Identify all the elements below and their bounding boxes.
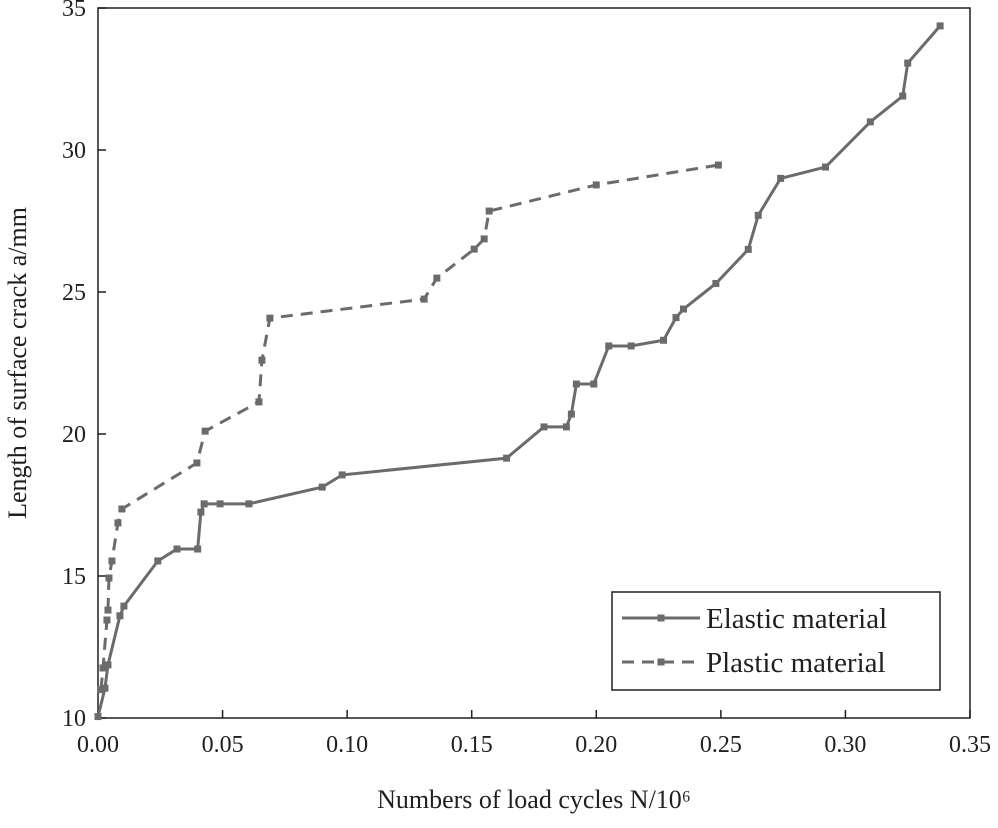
data-point	[173, 545, 181, 553]
data-point	[936, 22, 944, 30]
data-point	[104, 661, 112, 669]
data-point	[120, 602, 128, 610]
x-tick-label: 0.20	[575, 732, 617, 758]
data-point	[105, 574, 113, 582]
x-tick-label: 0.05	[202, 732, 244, 758]
data-point	[193, 459, 201, 467]
data-point	[245, 500, 253, 508]
data-point	[540, 423, 548, 431]
data-point	[116, 612, 124, 620]
x-tick-label: 0.15	[451, 732, 493, 758]
data-point	[567, 410, 575, 418]
y-tick-label: 10	[62, 706, 86, 732]
data-point	[866, 118, 874, 126]
data-point	[660, 336, 668, 344]
x-tick-label: 0.25	[700, 732, 742, 758]
data-point	[480, 235, 488, 243]
data-point	[712, 279, 720, 287]
data-point	[258, 356, 266, 364]
data-point	[118, 505, 126, 513]
plot-frame	[97, 7, 971, 719]
data-point	[754, 211, 762, 219]
data-point	[101, 684, 109, 692]
data-point	[103, 616, 111, 624]
data-point	[744, 245, 752, 253]
data-point	[114, 519, 122, 527]
data-point	[94, 713, 102, 721]
data-point	[420, 295, 428, 303]
data-point	[562, 423, 570, 431]
data-point	[672, 314, 680, 322]
data-point	[714, 161, 722, 169]
data-point	[904, 59, 912, 67]
data-point	[338, 471, 346, 479]
data-point	[572, 380, 580, 388]
x-tick-label: 0.00	[77, 732, 119, 758]
data-point	[216, 500, 224, 508]
data-point	[777, 174, 785, 182]
data-point	[197, 508, 205, 516]
data-point	[821, 163, 829, 171]
data-point	[470, 245, 478, 253]
y-tick-label: 30	[62, 138, 86, 164]
legend-marker	[657, 614, 665, 622]
data-point	[201, 427, 209, 435]
legend-box	[611, 591, 941, 691]
data-point	[433, 274, 441, 282]
x-axis-label: Numbers of load cycles N/10⁶	[377, 785, 691, 814]
data-point	[194, 545, 202, 553]
y-axis-label: Length of surface crack a/mm	[3, 207, 32, 519]
y-tick-label: 15	[62, 564, 86, 590]
legend-label: Elastic material	[706, 603, 887, 635]
data-point	[97, 686, 105, 694]
data-point	[200, 500, 208, 508]
data-point	[679, 305, 687, 313]
x-tick-label: 0.35	[949, 732, 991, 758]
data-point	[108, 557, 116, 565]
data-point	[104, 606, 112, 614]
data-point	[899, 92, 907, 100]
data-point	[266, 314, 274, 322]
y-tick-label: 25	[62, 280, 86, 306]
legend-marker	[657, 658, 665, 666]
y-tick-label: 20	[62, 422, 86, 448]
data-point	[99, 664, 107, 672]
data-line	[96, 24, 942, 717]
data-point	[255, 398, 263, 406]
data-point	[485, 207, 493, 215]
x-tick-label: 0.10	[326, 732, 368, 758]
data-point	[503, 454, 511, 462]
data-point	[590, 380, 598, 388]
data-point	[154, 557, 162, 565]
legend-label: Plastic material	[706, 647, 886, 679]
y-tick-label: 35	[62, 0, 86, 22]
data-point	[627, 342, 635, 350]
data-point	[605, 342, 613, 350]
data-point	[318, 483, 326, 491]
x-tick-label: 0.30	[824, 732, 866, 758]
data-point	[592, 181, 600, 189]
